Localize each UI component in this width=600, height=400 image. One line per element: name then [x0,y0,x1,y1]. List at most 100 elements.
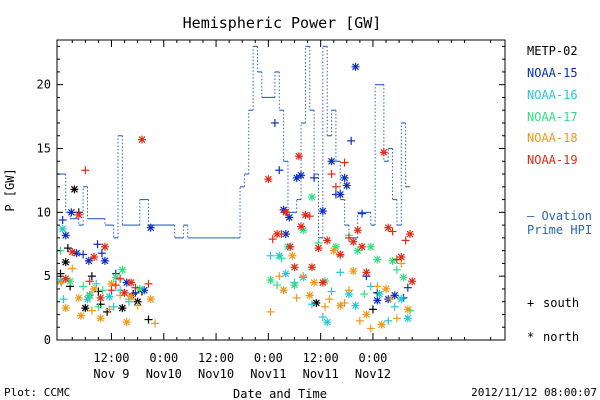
point-noaa-19-south [305,212,314,221]
point-noaa-16-south [266,251,275,260]
point-noaa-18-south [325,295,334,304]
point-noaa-19-north [281,208,290,217]
point-noaa-16-south [109,302,118,311]
x-tick-label-date: Nov10 [198,367,234,381]
point-noaa-18-south [105,305,114,314]
point-noaa-18-south [344,286,353,295]
point-noaa-17-north [366,242,375,251]
point-noaa-16-north [281,269,290,278]
point-noaa-19-north [358,242,367,251]
point-noaa-18-north [122,318,131,327]
point-noaa-19-north [290,263,299,272]
point-noaa-19-south [116,274,125,283]
point-noaa-19-north [318,278,327,287]
point-noaa-16-south [318,313,327,322]
point-noaa-17-south [98,286,107,295]
y-tick-label: 15 [37,142,51,156]
chart-title: Hemispheric Power [GW] [183,14,382,32]
point-noaa-18-north [403,305,412,314]
point-metp-02-north [81,304,90,313]
x-tick-label-date: Nov 9 [93,367,129,381]
point-noaa-15-south [275,166,284,175]
point-metp-02-north [312,298,321,307]
point-noaa-19-north [68,247,77,256]
point-noaa-18-north [377,320,386,329]
point-noaa-17-north [290,281,299,290]
point-noaa-19-north [384,223,393,232]
ovation-legend-line2: Prime HPI [527,223,592,237]
symbol-legend-north-label: north [543,330,579,344]
x-axis-label: Date and Time [233,387,327,400]
point-noaa-18-north [310,278,319,287]
x-tick-label-time: 0:00 [359,351,388,365]
point-metp-02-north [61,258,70,267]
point-noaa-15-south [270,118,279,127]
legend-entry-noaa-18: NOAA-18 [527,131,578,145]
point-noaa-19-north [286,242,295,251]
point-noaa-17-south [94,302,103,311]
point-noaa-19-north [405,230,414,239]
point-noaa-17-south [360,290,369,299]
point-noaa-15-north [84,256,93,265]
x-axis-ticks: 12:00 Nov 9 0:00 Nov10 12:00 Nov10 0:00 Nov11 12… [71,40,492,381]
point-noaa-16-north [403,314,412,323]
point-noaa-18-south [87,306,96,315]
point-noaa-18-south [266,307,275,316]
x-tick-label-time: 12:00 [303,351,339,365]
point-noaa-19-south [268,235,277,244]
y-tick-label: 5 [44,269,51,283]
point-noaa-19-south [392,255,401,264]
point-noaa-18-north [305,291,314,300]
point-noaa-15-north [318,207,327,216]
point-noaa-16-south [390,302,399,311]
point-metp-02-north [118,304,127,313]
point-noaa-15-north [100,256,109,265]
point-noaa-19-south [327,170,336,179]
ovation-legend-line1: – Ovation [527,209,592,223]
point-noaa-16-north [58,224,67,233]
point-noaa-15-north [342,181,351,190]
x-tick-label-date: Nov11 [303,367,339,381]
point-noaa-19-south [277,230,286,239]
legend-entry-noaa-16: NOAA-16 [527,88,578,102]
point-noaa-19-south [81,166,90,175]
point-noaa-15-north [340,173,349,182]
y-tick-label: 20 [37,78,51,92]
point-noaa-15-south [93,240,102,249]
point-noaa-15-south [358,209,367,218]
x-tick-label-time: 0:00 [254,351,283,365]
point-noaa-19-north [264,175,273,184]
point-noaa-19-north [301,210,310,219]
point-noaa-18-south [133,301,142,310]
point-noaa-18-north [279,286,288,295]
point-noaa-18-north [90,284,99,293]
point-noaa-15-south [403,283,412,292]
point-noaa-17-south [273,281,282,290]
point-noaa-15-south [347,136,356,145]
point-noaa-15-south [79,250,88,259]
point-noaa-18-south [68,264,77,273]
point-noaa-18-north [329,246,338,255]
point-noaa-19-north [74,210,83,219]
point-noaa-15-north [373,296,382,305]
point-noaa-17-north [373,255,382,264]
point-noaa-19-south [131,283,140,292]
point-noaa-18-south [366,324,375,333]
point-metp-02-south [144,315,153,324]
point-noaa-19-north [127,278,136,287]
point-noaa-18-south [57,278,66,287]
point-noaa-16-south [384,316,393,325]
point-noaa-18-north [382,284,391,293]
point-noaa-18-south [386,295,395,304]
point-noaa-18-north [76,311,85,320]
legend: METP-02 NOAA-15 NOAA-16 NOAA-17 NOAA-18 … [527,44,578,167]
point-noaa-17-south [79,282,88,291]
footer-timestamp: 2012/11/12 08:00:07 [471,386,597,399]
point-noaa-17-north [388,256,397,265]
legend-entry-noaa-15: NOAA-15 [527,66,578,80]
symbol-legend-north-marker: * [527,330,534,344]
point-noaa-15-south [58,216,67,224]
point-noaa-18-north [146,295,155,304]
x-tick-label-time: 12:00 [93,351,129,365]
